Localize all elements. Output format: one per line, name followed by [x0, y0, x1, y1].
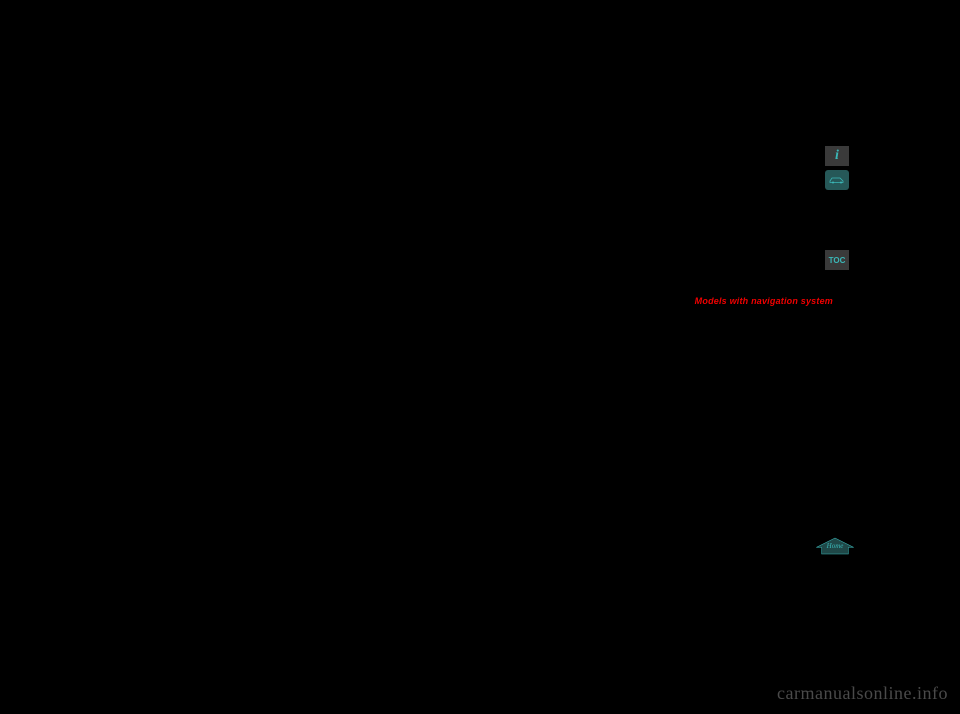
- car-icon[interactable]: [825, 170, 849, 190]
- home-label: Home: [827, 542, 844, 550]
- car-icon-svg: [828, 175, 846, 185]
- toc-label: TOC: [829, 256, 846, 265]
- info-icon[interactable]: i: [825, 146, 849, 166]
- toc-button[interactable]: TOC: [825, 250, 849, 270]
- home-button[interactable]: Home: [815, 536, 855, 556]
- watermark-text: carmanualsonline.info: [777, 683, 948, 704]
- info-icon-glyph: i: [835, 148, 839, 164]
- navigation-models-note: Models with navigation system: [695, 296, 833, 306]
- sidebar-icon-stack: i TOC: [824, 146, 850, 274]
